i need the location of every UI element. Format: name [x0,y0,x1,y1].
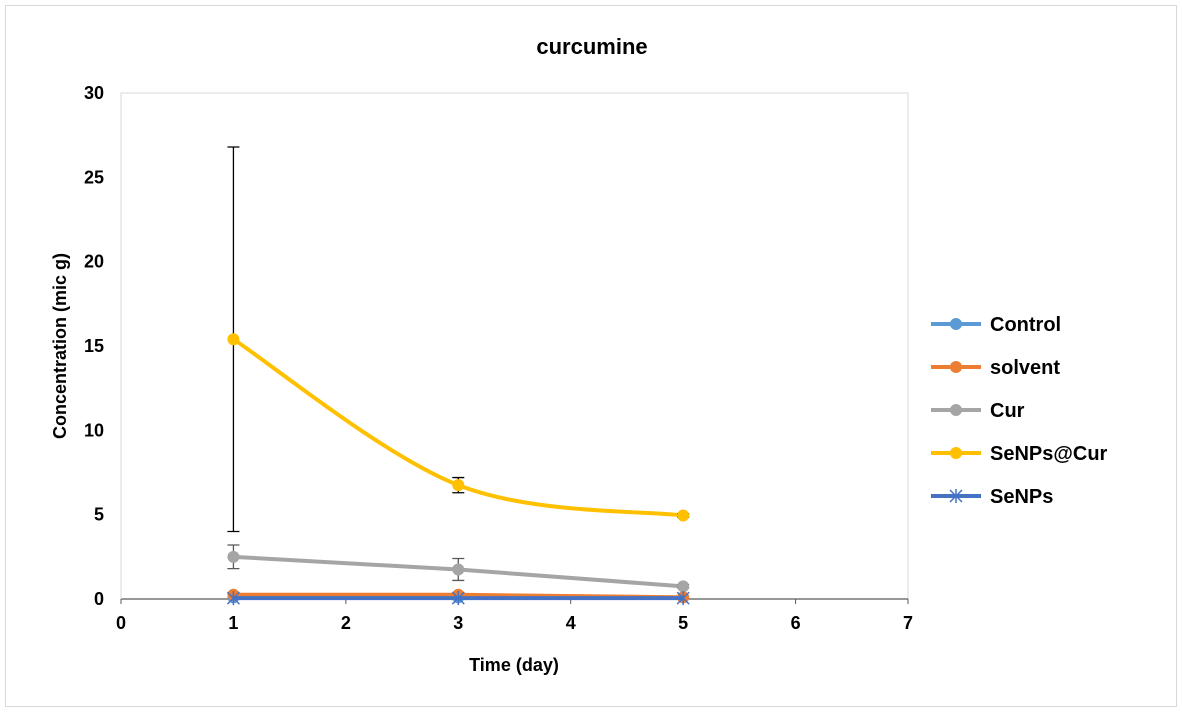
data-point-senps [676,591,690,606]
legend-label-senps: SeNPs [990,486,1053,508]
y-tick-label: 10 [84,420,104,440]
legend-label-control: Control [990,314,1061,336]
x-tick-label: 5 [678,613,688,633]
data-point-cur [677,580,690,593]
y-tick-label: 0 [94,589,104,609]
data-point-senps [451,591,465,606]
x-tick-label: 6 [791,613,801,633]
legend-marker-senps-cur [950,447,962,459]
x-tick-label: 2 [341,613,351,633]
x-tick-label: 0 [116,613,126,633]
y-tick-label: 15 [84,336,104,356]
x-axis-label: Time (day) [469,655,559,675]
data-point-cur [227,550,240,563]
y-tick-label: 25 [84,167,104,187]
legend-marker-senps [949,489,963,503]
line-chart: curcumine Time (day) Concentration (mic … [50,34,1108,675]
legend-marker-cur [950,404,962,416]
legend-marker-control [950,318,962,330]
plot-area [120,92,909,600]
legend-label-solvent: solvent [990,357,1060,379]
y-tick-label: 30 [84,83,104,103]
x-tick-label: 3 [453,613,463,633]
y-tick-label: 5 [94,505,104,525]
chart-title: curcumine [536,34,647,59]
y-tick-label: 20 [84,252,104,272]
data-point-senps-cur [677,509,690,522]
x-tick-label: 1 [228,613,238,633]
chart-frame: curcumine Time (day) Concentration (mic … [5,5,1177,707]
legend: Control solvent Cur SeNPs@Cur SeNPs [931,314,1108,508]
legend-marker-solvent [950,361,962,373]
x-tick-label: 4 [566,613,576,633]
data-point-senps-cur [452,479,465,492]
x-tick-label: 7 [903,613,913,633]
y-axis-label: Concentration (mic g) [50,253,70,439]
legend-label-cur: Cur [990,400,1025,422]
data-point-senps-cur [227,333,240,346]
data-point-senps [226,591,240,606]
legend-label-senps-cur: SeNPs@Cur [990,443,1108,465]
data-point-cur [452,563,465,576]
